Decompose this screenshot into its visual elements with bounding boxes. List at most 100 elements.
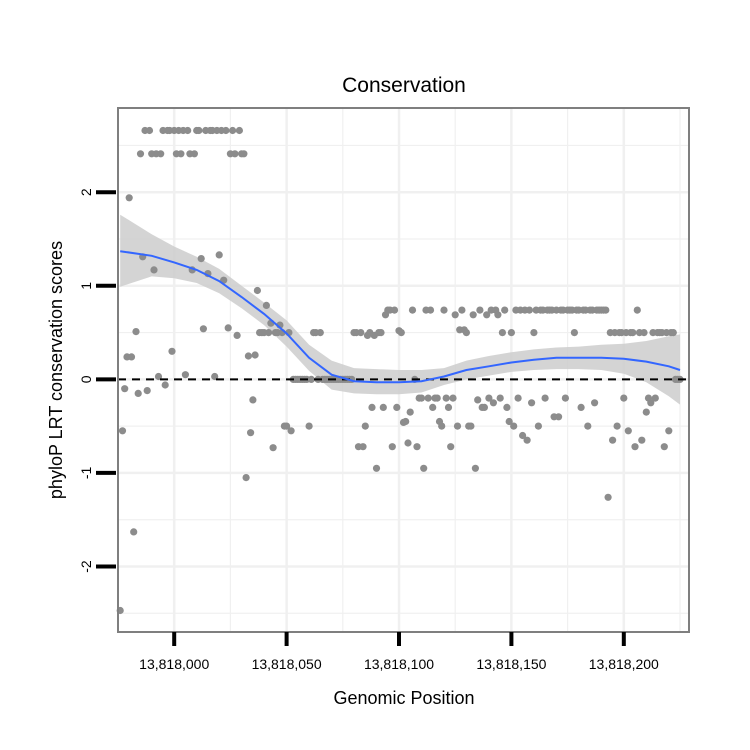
data-point	[287, 427, 295, 435]
data-point	[157, 150, 165, 158]
data-point	[168, 347, 176, 355]
data-point	[483, 311, 491, 319]
loess-fit-line	[120, 250, 681, 384]
data-point	[413, 443, 421, 451]
data-point	[640, 329, 648, 337]
data-point	[121, 385, 129, 393]
data-point	[307, 375, 315, 383]
data-point	[265, 329, 273, 337]
data-point	[215, 251, 223, 259]
data-point	[471, 464, 479, 472]
data-point	[467, 422, 475, 430]
data-point	[244, 352, 252, 360]
data-point	[316, 329, 324, 337]
data-point	[211, 372, 219, 381]
data-point	[501, 306, 509, 314]
data-point	[631, 443, 639, 451]
data-point	[665, 427, 673, 435]
data-point	[660, 443, 668, 451]
data-point	[485, 394, 493, 402]
data-points	[116, 126, 684, 615]
data-point	[620, 394, 628, 402]
data-point	[426, 306, 435, 314]
data-point	[489, 399, 497, 407]
data-point	[283, 422, 291, 430]
smooth-line	[120, 250, 681, 384]
y-tick-label: -2	[78, 560, 94, 573]
data-point	[150, 266, 158, 274]
x-tick-label: 13,818,200	[589, 656, 659, 672]
data-point	[669, 329, 677, 337]
data-point	[408, 306, 417, 314]
data-point	[161, 381, 169, 389]
data-point	[438, 422, 446, 430]
data-point	[609, 436, 617, 444]
data-point	[496, 394, 504, 402]
data-point	[190, 150, 198, 158]
data-point	[240, 150, 248, 158]
data-point	[476, 306, 484, 314]
data-point	[359, 443, 367, 451]
data-point	[397, 329, 405, 337]
data-point	[231, 150, 239, 158]
data-point	[642, 408, 650, 416]
data-point	[235, 126, 243, 135]
x-tick-label: 13,818,000	[139, 656, 209, 672]
data-point	[368, 403, 376, 411]
data-point	[229, 126, 237, 135]
data-point	[181, 371, 189, 379]
x-axis: 13,818,000 13,818,050 13,818,100 13,818,150…	[139, 632, 659, 672]
data-point	[379, 403, 387, 411]
data-point	[420, 464, 428, 472]
data-point	[247, 429, 255, 437]
data-point	[361, 422, 369, 430]
data-point	[444, 403, 453, 411]
data-point	[269, 444, 277, 452]
data-point	[195, 126, 203, 135]
data-point	[393, 403, 401, 411]
data-point	[469, 311, 477, 319]
data-point	[390, 306, 399, 314]
data-point	[602, 306, 610, 314]
data-point	[613, 422, 621, 430]
data-point	[224, 324, 232, 332]
data-point	[629, 329, 637, 337]
data-point	[555, 413, 563, 421]
data-point	[222, 126, 230, 135]
data-point	[449, 394, 457, 402]
y-axis: -2 -1 0 1 2	[78, 188, 116, 573]
y-tick-label: 0	[78, 375, 94, 383]
data-point	[591, 399, 599, 407]
data-point	[534, 422, 543, 430]
data-point	[447, 443, 455, 451]
confidence-band-area	[120, 214, 680, 405]
data-point	[406, 408, 414, 416]
y-tick-label: 2	[78, 188, 94, 196]
data-point	[528, 399, 536, 407]
data-point	[451, 311, 459, 319]
panel-border	[117, 107, 690, 633]
data-point	[498, 329, 506, 337]
data-point	[154, 372, 163, 381]
data-point	[242, 474, 250, 482]
data-point	[561, 394, 570, 402]
data-point	[357, 329, 365, 337]
data-point	[584, 422, 592, 430]
grid-lines	[118, 108, 689, 632]
data-point	[143, 387, 151, 395]
data-point	[372, 464, 381, 472]
data-point	[199, 325, 207, 333]
data-point	[184, 126, 192, 135]
chart-title: Conservation	[342, 74, 466, 97]
data-point	[251, 351, 259, 359]
data-point	[417, 394, 426, 402]
data-point	[429, 403, 437, 411]
data-point	[177, 150, 185, 158]
data-point	[262, 301, 270, 309]
data-point	[503, 403, 511, 411]
data-point	[494, 311, 502, 319]
data-point	[130, 528, 138, 536]
data-point	[253, 286, 261, 295]
data-point	[530, 329, 538, 337]
